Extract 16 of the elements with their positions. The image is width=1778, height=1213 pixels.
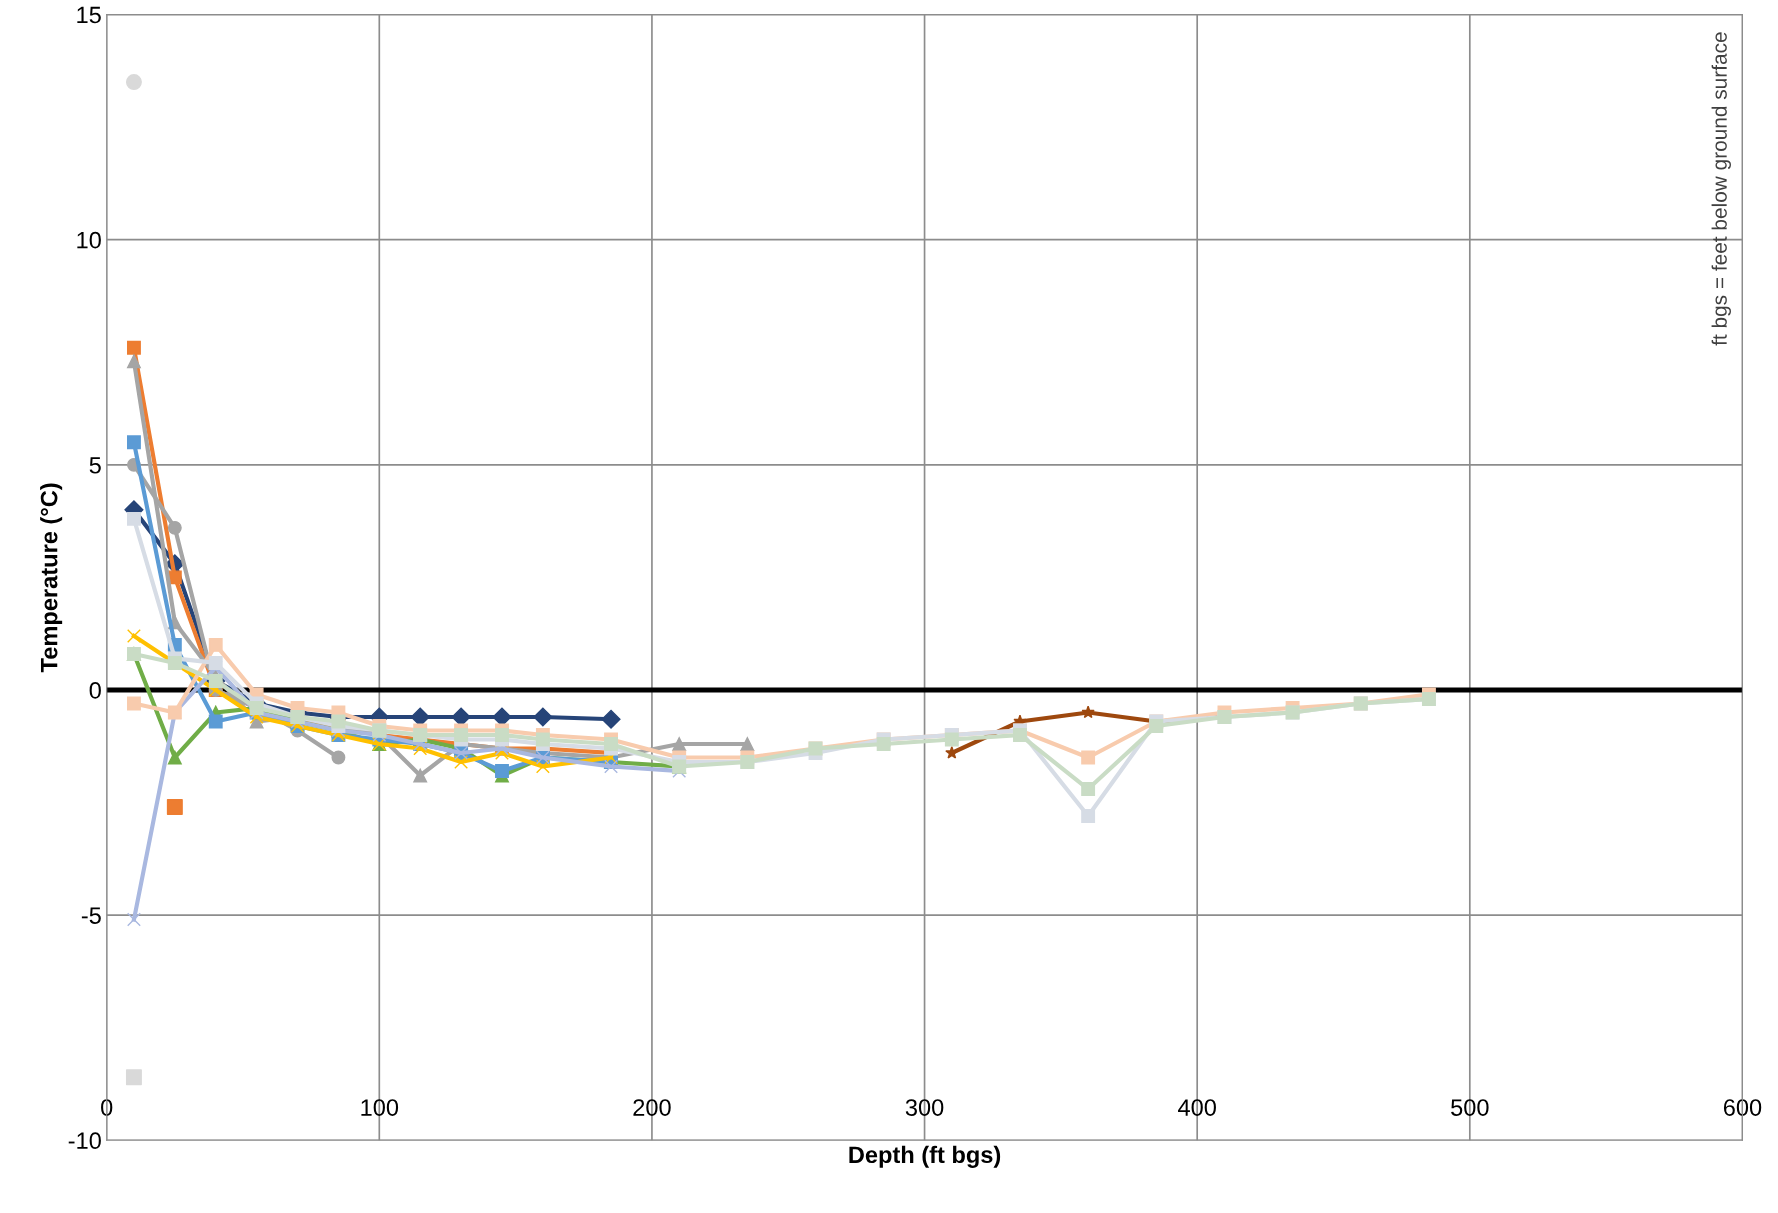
- y-tick-label: 0: [89, 682, 101, 699]
- x-axis-title: Depth (ft bgs): [849, 1145, 1001, 1168]
- x-tick-label: 600: [1723, 1099, 1762, 1116]
- y-tick-label: 5: [89, 457, 101, 474]
- x-tick-label: 100: [361, 1099, 399, 1116]
- x-tick-label: 400: [1178, 1099, 1216, 1116]
- y-axis-title: Temperature (°C): [40, 483, 63, 673]
- y-tick-label: 15: [77, 6, 101, 24]
- x-tick-label: 0: [101, 1099, 113, 1116]
- x-tick-label: 500: [1451, 1099, 1489, 1116]
- x-tick-label: 300: [905, 1099, 944, 1116]
- y-tick-label: 10: [77, 231, 101, 249]
- y-tick-label: -5: [81, 907, 101, 924]
- x-tick-label: 200: [633, 1099, 671, 1116]
- y-tick-label: -10: [68, 1132, 101, 1150]
- annotation: ft bgs = feet below ground surface: [1711, 32, 1731, 346]
